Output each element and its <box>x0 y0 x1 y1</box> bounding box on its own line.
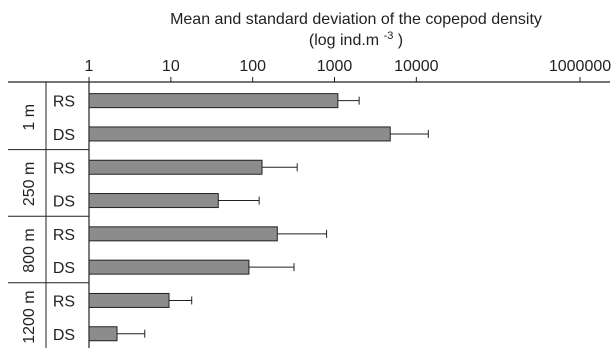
bar-category-label: DS <box>53 194 75 211</box>
bar <box>88 292 170 308</box>
bar <box>88 159 263 175</box>
group-label: 1200 m <box>21 290 38 343</box>
x-tick-label: 1000 <box>317 58 353 75</box>
chart-subtitle-text: (log ind.m <box>309 32 379 49</box>
group-label: 250 m <box>21 162 38 206</box>
x-tick-label: 10 <box>162 58 180 75</box>
bar <box>88 259 250 275</box>
group-label: 800 m <box>21 228 38 272</box>
x-tick-label: 1000000 <box>549 58 611 75</box>
x-tick-label: 1 <box>85 58 94 75</box>
bar-category-label: DS <box>53 127 75 144</box>
bar <box>88 93 339 109</box>
bar-series <box>88 93 429 342</box>
x-tick-label: 10000 <box>394 58 439 75</box>
x-axis: 1 10 100 1000 10000 1000000 <box>8 58 611 83</box>
bar-category-label: RS <box>53 227 75 244</box>
bar <box>88 193 219 209</box>
bar <box>88 326 118 342</box>
chart-title: Mean and standard deviation of the copep… <box>170 11 542 28</box>
x-tick-label: 100 <box>239 58 266 75</box>
bar-category-label: RS <box>53 160 75 177</box>
chart-subtitle-suffix: ) <box>398 32 403 49</box>
group-label: 1 m <box>21 104 38 131</box>
bar <box>88 126 391 142</box>
chart-subtitle: (log ind.m -3 ) <box>309 26 403 49</box>
bar <box>88 226 278 242</box>
bar-category-label: DS <box>53 260 75 277</box>
chart-subtitle-superscript: -3 <box>384 30 394 42</box>
bar-category-label: DS <box>53 327 75 344</box>
bar-category-label: RS <box>53 94 75 111</box>
category-frame: 1 m RS DS 250 m RS DS 800 m RS DS 1200 m RS DS <box>8 82 90 348</box>
bar-category-label: RS <box>53 293 75 310</box>
